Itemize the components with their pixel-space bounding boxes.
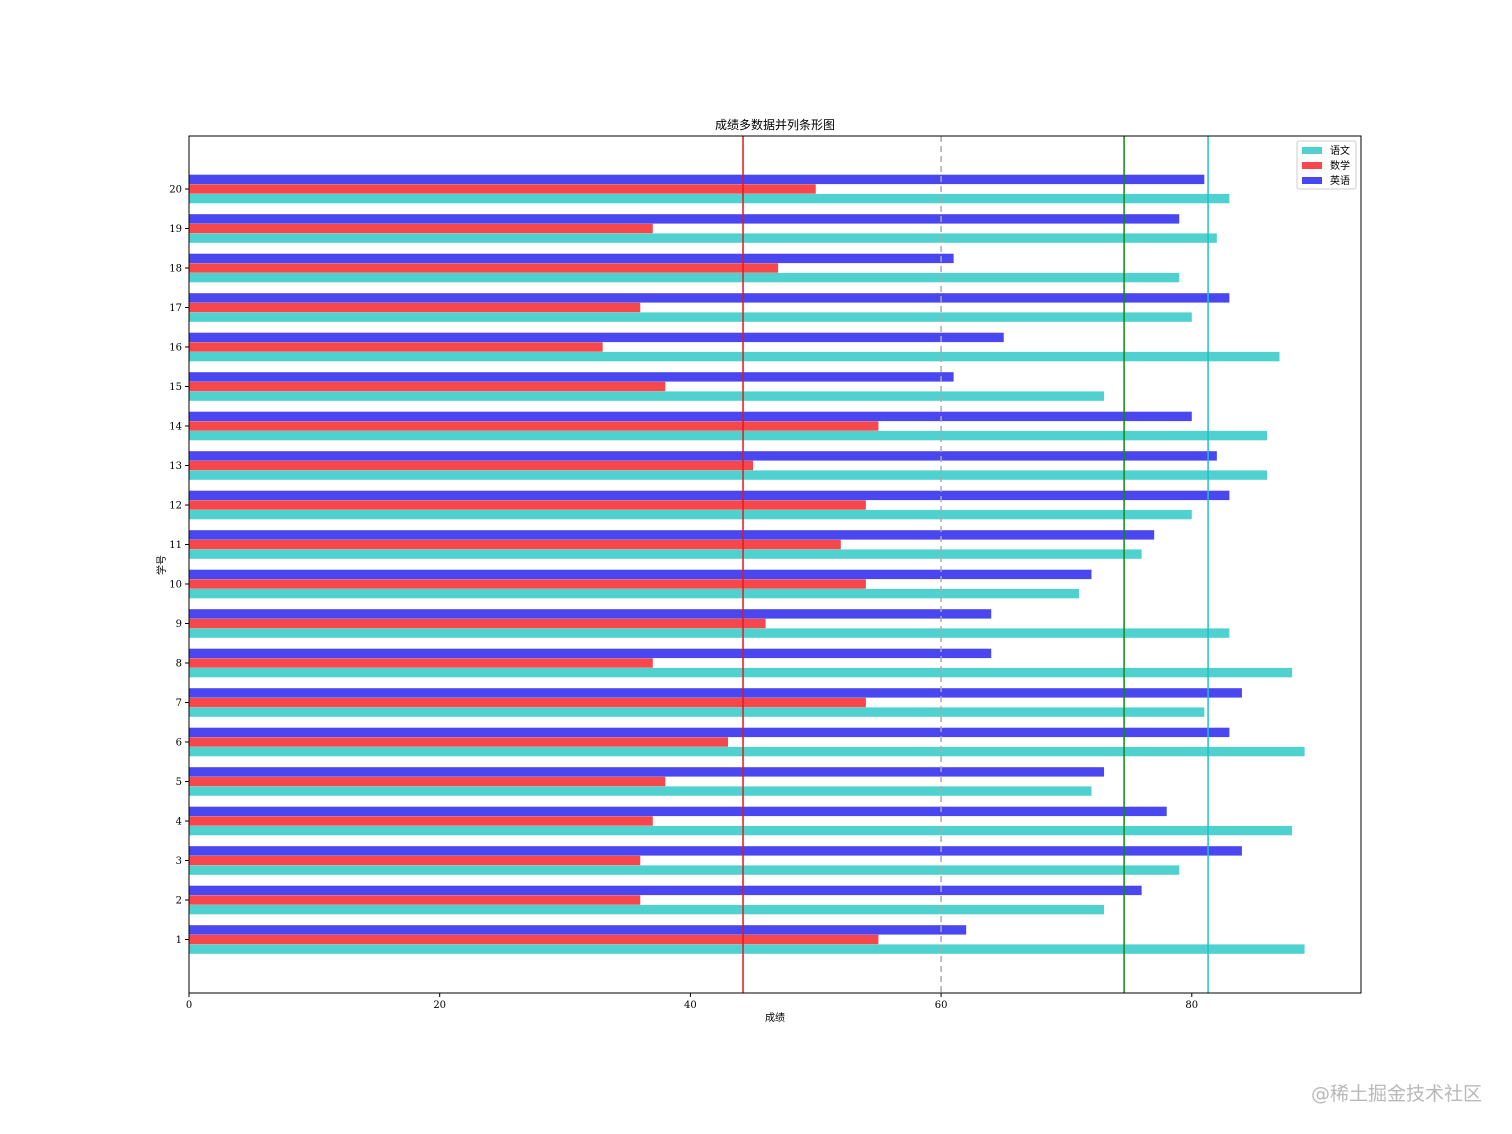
y-axis-label: 学号 [155,555,168,575]
bar-英语-7 [189,688,1242,698]
x-tick-label-60: 60 [935,1000,948,1011]
bar-英语-12 [189,490,1230,501]
bar-英语-5 [189,767,1105,777]
watermark: @稀土掘金技术社区 [1310,1083,1482,1105]
y-tick-label-9: 9 [176,619,182,630]
legend-swatch-语文 [1302,147,1322,154]
bar-英语-13 [189,451,1217,461]
bar-英语-11 [189,530,1155,540]
bar-语文-18 [189,272,1180,283]
y-tick-label-18: 18 [169,264,182,275]
bar-数学-11 [189,539,841,550]
chart-title: 成绩多数据并列条形图 [715,117,835,132]
legend-label-语文: 语文 [1330,144,1350,157]
legend-swatch-英语 [1302,177,1322,184]
bar-数学-4 [189,816,653,826]
y-tick-label-14: 14 [169,422,182,433]
bar-语文-11 [189,549,1142,559]
bar-语文-6 [189,746,1305,757]
bar-数学-2 [189,895,641,905]
bar-英语-6 [189,727,1230,738]
bar-语文-4 [189,825,1293,836]
bar-英语-4 [189,806,1167,817]
bar-英语-2 [189,885,1142,896]
bar-英语-1 [189,925,967,935]
bar-数学-15 [189,381,666,392]
y-tick-label-8: 8 [176,659,182,670]
y-tick-label-16: 16 [169,343,182,354]
y-tick-label-17: 17 [169,303,182,314]
legend-label-英语: 英语 [1330,174,1350,187]
y-tick-label-12: 12 [169,501,182,512]
bar-数学-1 [189,934,879,945]
y-tick-label-5: 5 [176,777,182,788]
y-tick-label-3: 3 [176,856,182,867]
y-tick-label-7: 7 [176,698,182,709]
bar-英语-19 [189,214,1180,224]
bar-英语-16 [189,332,1004,343]
bar-英语-20 [189,174,1205,185]
bar-英语-17 [189,293,1230,303]
bar-数学-18 [189,263,779,273]
bar-语文-17 [189,312,1192,322]
bar-数学-16 [189,342,603,352]
bar-语文-7 [189,707,1205,717]
bar-数学-12 [189,500,866,510]
bar-语文-8 [189,667,1293,678]
bar-英语-18 [189,253,954,264]
legend-label-数学: 数学 [1330,159,1350,172]
bar-数学-20 [189,184,816,194]
bar-英语-14 [189,411,1192,422]
bar-数学-3 [189,855,641,866]
bar-语文-15 [189,391,1105,401]
y-tick-label-1: 1 [176,935,182,946]
bar-英语-10 [189,569,1092,580]
x-tick-label-0: 0 [186,1000,192,1011]
bar-英语-9 [189,609,992,619]
plot-frame [188,135,1362,994]
bar-数学-8 [189,658,653,668]
bar-英语-3 [189,846,1242,856]
y-tick-label-4: 4 [176,817,182,828]
bar-语文-3 [189,865,1180,875]
y-tick-label-13: 13 [169,461,182,472]
bar-语文-16 [189,351,1280,362]
bar-数学-7 [189,697,866,708]
bar-数学-9 [189,618,766,629]
bar-语文-13 [189,470,1267,480]
y-tick-label-6: 6 [176,738,182,749]
y-tick-label-2: 2 [176,896,182,907]
x-tick-label-40: 40 [684,1000,697,1011]
x-tick-label-80: 80 [1185,1000,1198,1011]
plot-area: 0 20 40 60 801234567891011121314151617181920… [169,135,1362,1011]
bar-语文-9 [189,628,1230,638]
bar-语文-2 [189,904,1105,915]
bar-语文-10 [189,588,1079,599]
y-tick-label-15: 15 [169,382,182,393]
bar-语文-20 [189,193,1230,204]
bar-英语-8 [189,648,992,659]
bar-语文-12 [189,509,1192,520]
bar-数学-17 [189,302,641,313]
bar-数学-5 [189,776,666,787]
y-tick-label-19: 19 [169,224,182,235]
y-tick-label-11: 11 [169,540,182,551]
bar-语文-14 [189,430,1267,441]
x-tick-label-20: 20 [433,1000,446,1011]
bar-数学-6 [189,737,728,747]
bar-语文-5 [189,786,1092,796]
bar-语文-1 [189,944,1305,954]
legend-swatch-数学 [1302,162,1322,169]
x-axis-label: 成绩 [765,1011,785,1024]
bar-数学-14 [189,421,879,431]
y-tick-label-20: 20 [169,185,182,196]
bar-语文-19 [189,233,1217,243]
y-tick-label-10: 10 [169,580,182,591]
bar-英语-15 [189,372,954,382]
bar-数学-13 [189,460,754,471]
bar-数学-10 [189,579,866,589]
bar-数学-19 [189,223,653,234]
